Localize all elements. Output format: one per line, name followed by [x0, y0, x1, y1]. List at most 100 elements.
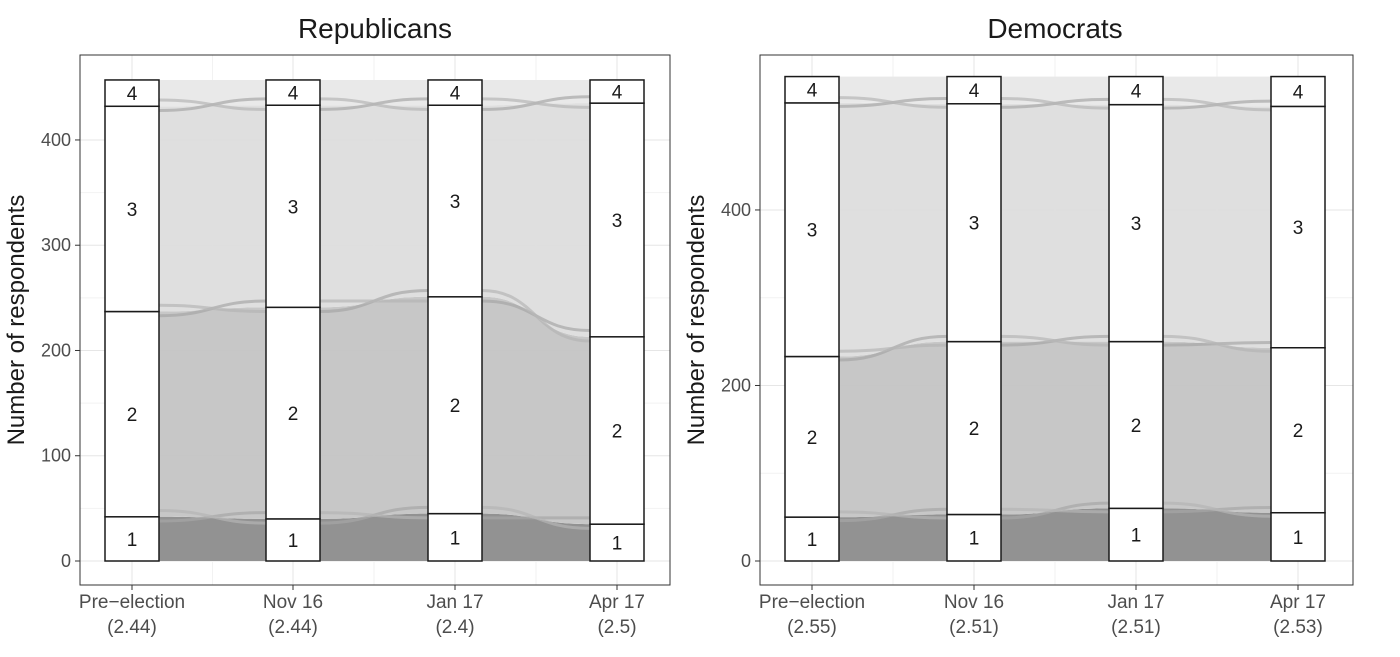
stratum-label: 3 [127, 200, 138, 221]
x-tick-mean: (2.5) [597, 617, 636, 638]
stratum-label: 4 [612, 83, 623, 104]
stratum-box [427, 296, 483, 515]
stratum-box [265, 306, 321, 520]
stratum-label: 1 [612, 534, 623, 555]
flow-band [482, 296, 590, 525]
stratum-label: 4 [450, 84, 461, 105]
stratum-label: 4 [1131, 82, 1142, 103]
stratum-label: 1 [127, 530, 138, 551]
chart-panel-1: 1 2 3 4 1 2 3 4 1 2 3 4 1 2 3 4 0 200 400 Pre−election (2.55… [683, 13, 1354, 638]
x-tick-label: Jan 17 [1107, 592, 1164, 613]
stratum-box [1108, 340, 1164, 510]
stratum-label: 1 [807, 530, 818, 551]
stratum-box [946, 513, 1002, 562]
flow-strand [481, 97, 591, 109]
chart-title: Democrats [987, 13, 1122, 44]
x-tick-label: Nov 16 [944, 592, 1004, 613]
flow-band [1001, 103, 1109, 342]
y-tick-label: 0 [741, 551, 751, 571]
stratum-label: 4 [969, 81, 980, 102]
x-tick-mean: (2.55) [787, 617, 837, 638]
x-tick-mean: (2.53) [1273, 617, 1323, 638]
stratum-label: 1 [450, 528, 461, 549]
flow-strand [481, 505, 591, 530]
stratum-box [427, 104, 483, 298]
flow-band [839, 514, 947, 561]
stratum-box [1270, 346, 1326, 514]
flow-band [1001, 76, 1109, 105]
stratum-box [104, 516, 160, 562]
y-tick-label: 400 [41, 130, 71, 150]
stratum-box [1270, 511, 1326, 562]
flow-band [159, 79, 266, 107]
stratum-label: 3 [612, 211, 623, 232]
flow-band [1163, 76, 1271, 107]
panel-border [759, 54, 1354, 586]
x-tick-mean: (2.51) [949, 617, 999, 638]
flow-strand [319, 97, 429, 111]
y-tick-label: 200 [41, 340, 71, 360]
stratum-label: 3 [1131, 214, 1142, 235]
y-axis-label: Number of respondents [683, 195, 710, 446]
alluvial-flows [838, 76, 1272, 561]
x-tick-mean: (2.4) [435, 617, 474, 638]
stratum-label: 1 [969, 529, 980, 550]
flow-band [320, 513, 428, 561]
flow-strand [319, 511, 429, 520]
flow-band [159, 105, 266, 312]
flow-strand [481, 288, 591, 343]
stratum-box [589, 523, 645, 562]
stratum-label: 2 [1131, 416, 1142, 437]
stratum-box [1108, 103, 1164, 343]
stratum-box [946, 103, 1002, 343]
flow-band [320, 79, 428, 106]
flow-band [482, 79, 590, 106]
stratum-box [427, 512, 483, 562]
stratum-box [427, 79, 483, 106]
stratum-label: 4 [807, 81, 818, 102]
stratum-box [1108, 507, 1164, 562]
flow-band [159, 516, 266, 561]
flow-strand [838, 96, 948, 109]
flow-strand [1000, 97, 1110, 110]
x-tick-label: Apr 17 [1270, 592, 1326, 613]
x-tick-mean: (2.44) [107, 617, 157, 638]
x-tick-label: Pre−election [79, 592, 185, 613]
flow-strand [1162, 97, 1272, 112]
x-tick-mean: (2.51) [1111, 617, 1161, 638]
x-tick-label: Nov 16 [263, 592, 323, 613]
alluvial-flows [158, 79, 591, 561]
stratum-label: 2 [450, 396, 461, 417]
stratum-box [784, 355, 840, 518]
stratum-box [589, 79, 645, 104]
flow-band [482, 103, 590, 337]
stratum-label: 3 [288, 197, 299, 218]
stratum-box [784, 516, 840, 562]
stratum-label: 1 [288, 531, 299, 552]
stratum-label: 2 [288, 404, 299, 425]
stratum-label: 4 [288, 84, 299, 105]
stratum-label: 2 [969, 419, 980, 440]
x-tick-label: Pre−election [759, 592, 865, 613]
x-tick-label: Apr 17 [589, 592, 645, 613]
flow-strand [1162, 501, 1272, 518]
stratum-box [1270, 105, 1326, 349]
stratum-label: 2 [1293, 421, 1304, 442]
flow-band [1163, 341, 1271, 513]
y-tick-label: 100 [41, 446, 71, 466]
flow-band [1001, 508, 1109, 561]
flow-band [839, 341, 947, 518]
stratum-box [104, 79, 160, 108]
stratum-box [1270, 75, 1326, 108]
flow-band [839, 102, 947, 357]
y-tick-label: 200 [721, 375, 751, 395]
panel-border [79, 54, 671, 586]
stratum-label: 2 [127, 405, 138, 426]
stratum-label: 1 [1131, 526, 1142, 547]
y-axis-label: Number of respondents [3, 195, 30, 446]
flow-strand [838, 510, 948, 520]
flow-strand [838, 343, 948, 353]
stratum-box [265, 79, 321, 106]
stratum-box [946, 75, 1002, 105]
